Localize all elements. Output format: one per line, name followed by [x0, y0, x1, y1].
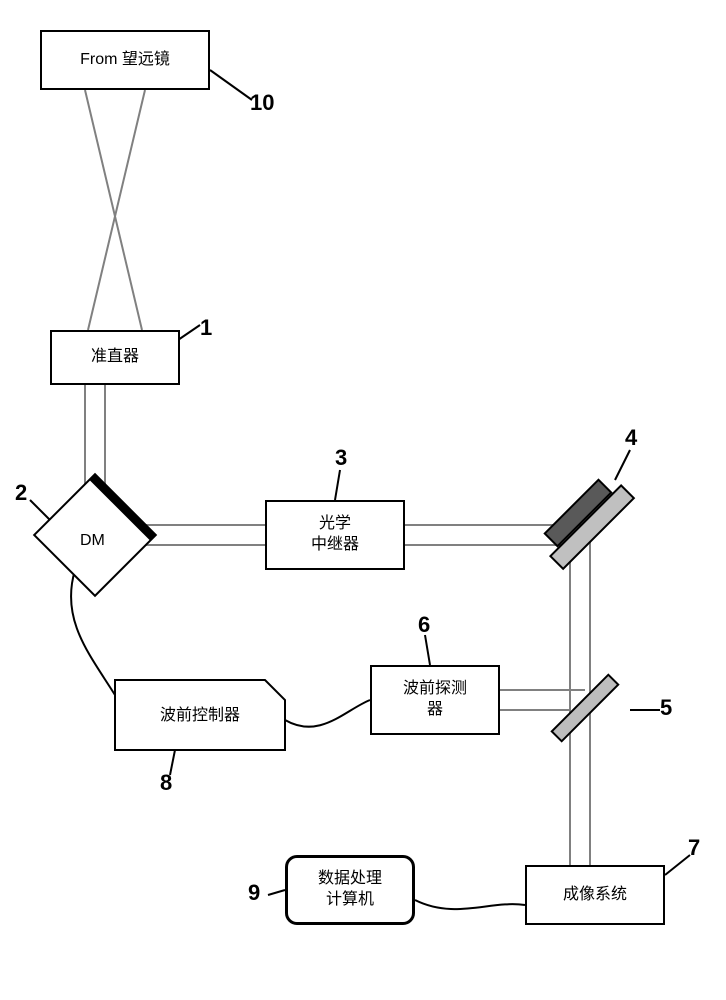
num-7: 7 [688, 835, 700, 861]
node-relay-label: 光学 中继器 [311, 514, 359, 556]
num-9: 9 [248, 880, 260, 906]
num-5: 5 [660, 695, 672, 721]
node-wavefront-detector: 波前探测 器 [370, 665, 500, 735]
num-8: 8 [160, 770, 172, 796]
node-relay: 光学 中继器 [265, 500, 405, 570]
num-2: 2 [15, 480, 27, 506]
node-imaging-label: 成像系统 [563, 885, 627, 906]
node-computer-label: 数据处理 计算机 [318, 869, 382, 911]
num-4: 4 [625, 425, 637, 451]
num-1: 1 [200, 315, 212, 341]
num-10: 10 [250, 90, 274, 116]
node-telescope-label: From 望远镜 [80, 50, 170, 71]
dm-label: DM [80, 532, 105, 549]
node-data-computer: 数据处理 计算机 [285, 855, 415, 925]
num-6: 6 [418, 612, 430, 638]
node-collimator-label: 准直器 [91, 347, 139, 368]
node-telescope: From 望远镜 [40, 30, 210, 90]
num-3: 3 [335, 445, 347, 471]
node-collimator: 准直器 [50, 330, 180, 385]
node-detector-label: 波前探测 器 [403, 679, 467, 721]
controller-label: 波前控制器 [160, 706, 240, 724]
node-imaging-system: 成像系统 [525, 865, 665, 925]
